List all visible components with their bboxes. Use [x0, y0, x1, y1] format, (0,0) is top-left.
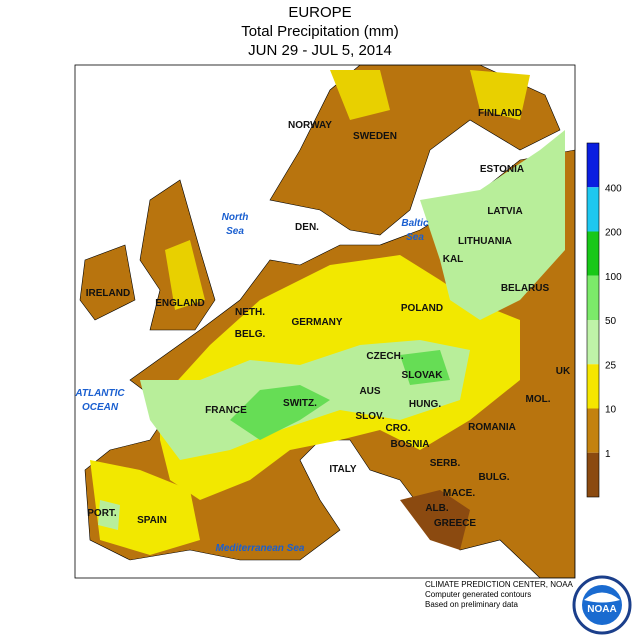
title: EUROPE [288, 4, 351, 21]
country-label: ROMANIA [468, 422, 516, 433]
legend-swatch [587, 275, 599, 320]
country-label: FRANCE [205, 405, 247, 416]
legend-swatch [587, 320, 599, 365]
country-label: CRO. [386, 423, 411, 434]
country-label: HUNG. [409, 399, 441, 410]
country-label: ITALY [329, 464, 357, 475]
legend-swatch [587, 364, 599, 409]
country-label: IRELAND [86, 288, 130, 299]
country-label: MOL. [526, 394, 551, 405]
country-label: ALB. [425, 503, 449, 514]
legend-swatch [587, 143, 599, 188]
country-label: CZECH. [366, 351, 403, 362]
country-label: BELG. [235, 329, 266, 340]
country-label: BULG. [478, 472, 509, 483]
country-label: BELARUS [501, 283, 550, 294]
svg-text:NOAA: NOAA [587, 604, 616, 615]
country-label: DEN. [295, 222, 319, 233]
noaa-logo: NOAA [572, 575, 632, 635]
country-label: GREECE [434, 518, 477, 529]
country-label: SLOV. [355, 411, 384, 422]
country-label: SLOVAK [402, 370, 444, 381]
legend-label: 1 [605, 449, 611, 460]
sea-label: ATLANTIC [74, 388, 125, 399]
country-label: AUS [359, 386, 380, 397]
country-label: LATVIA [487, 206, 522, 217]
country-label: ESTONIA [480, 164, 524, 175]
sea-label: North [222, 212, 249, 223]
country-label: LITHUANIA [458, 236, 512, 247]
country-label: NORWAY [288, 120, 332, 131]
legend-label: 10 [605, 405, 617, 416]
country-label: PORT. [87, 508, 117, 519]
country-label: SWEDEN [353, 131, 397, 142]
country-label: SPAIN [137, 515, 167, 526]
country-label: SWITZ. [283, 398, 317, 409]
credit: Based on preliminary data [425, 600, 518, 609]
legend-label: 50 [605, 316, 617, 327]
credit: CLIMATE PREDICTION CENTER, NOAA [425, 580, 574, 589]
country-label: POLAND [401, 303, 443, 314]
country-label: KAL [443, 254, 464, 265]
credit: Computer generated contours [425, 590, 531, 599]
sea-label: OCEAN [82, 402, 119, 413]
sea-label: Baltic [401, 218, 429, 229]
legend-swatch [587, 408, 599, 453]
legend-label: 400 [605, 183, 622, 194]
sea-label: Mediterranean Sea [216, 543, 305, 554]
country-label: MACE. [443, 488, 475, 499]
date-range: JUN 29 - JUL 5, 2014 [248, 42, 392, 59]
map [75, 65, 575, 578]
map-frame [74, 64, 576, 579]
sea-label: Sea [226, 226, 244, 237]
country-label: ENGLAND [155, 298, 204, 309]
country-label: GERMANY [291, 317, 342, 328]
country-label: NETH. [235, 307, 265, 318]
sea-labels: North Sea Baltic Sea ATLANTIC OCEAN Medi… [74, 212, 429, 554]
legend-swatch [587, 452, 599, 497]
country-label: UK [556, 366, 571, 377]
subtitle: Total Precipitation (mm) [241, 23, 399, 40]
legend-frame [586, 142, 600, 498]
country-label: BOSNIA [391, 439, 430, 450]
legend-label: 25 [605, 360, 617, 371]
country-label: SERB. [430, 458, 461, 469]
legend: 400 200 100 50 25 10 1 [586, 142, 622, 498]
country-label: FINLAND [478, 108, 522, 119]
sea-label: Sea [406, 232, 424, 243]
country-labels: NORWAY SWEDEN FINLAND ESTONIA LATVIA LIT… [86, 108, 571, 529]
legend-label: 100 [605, 272, 622, 283]
legend-swatch [587, 231, 599, 276]
legend-swatch [587, 187, 599, 232]
legend-label: 200 [605, 228, 622, 239]
